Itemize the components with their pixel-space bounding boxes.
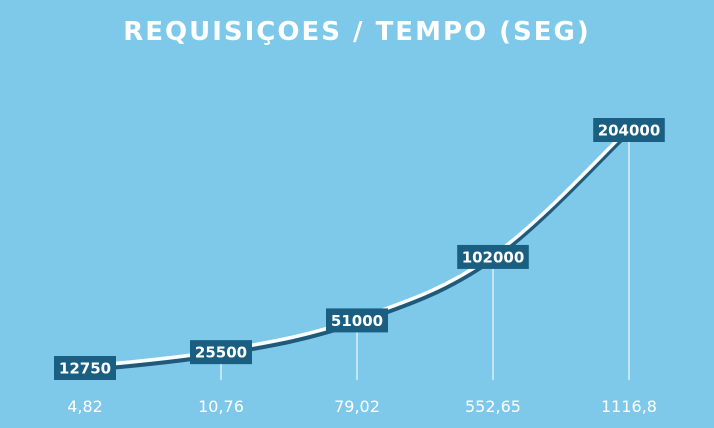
data-label-box [190,340,252,365]
x-tick-label-1: 10,76 [198,397,244,416]
data-label-value: 25500 [195,344,247,362]
data-labels: 12750 25500 51000 102000 204000 [54,118,665,380]
data-label-value: 102000 [462,248,525,266]
data-label-value: 204000 [598,122,661,140]
x-tick-label-2: 79,02 [334,397,380,416]
data-label-0: 12750 [54,356,116,380]
data-label-box [326,308,388,333]
chart-title: REQUISIÇOES / TEMPO (SEG) [123,17,591,47]
data-label-value: 12750 [59,360,111,378]
data-label-value: 51000 [331,312,383,330]
data-label-box [54,356,116,380]
data-label-box [457,244,529,269]
x-axis: 4,82 10,76 79,02 552,65 1116,8 [67,397,657,416]
data-label-4: 204000 [593,118,665,142]
data-label-box [593,118,665,142]
data-label-3: 102000 [457,244,529,269]
drop-lines [84,140,630,380]
data-label-1: 25500 [190,340,252,365]
x-tick-label-3: 552,65 [465,397,521,416]
x-tick-label-0: 4,82 [67,397,103,416]
x-tick-label-4: 1116,8 [601,397,657,416]
data-label-2: 51000 [326,308,388,333]
